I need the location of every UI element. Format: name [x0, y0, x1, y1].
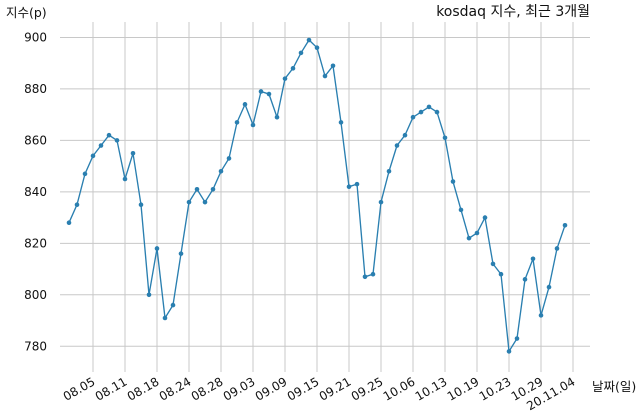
- data-point: [426, 104, 432, 110]
- y-tick-label: 800: [24, 288, 47, 302]
- data-point: [402, 132, 408, 138]
- data-point: [434, 109, 440, 115]
- data-point: [490, 261, 496, 267]
- y-tick-label: 820: [24, 236, 47, 250]
- chart-title: kosdaq 지수, 최근 3개월: [436, 4, 590, 20]
- data-point: [442, 135, 448, 141]
- x-tick-label: 09.21: [317, 374, 354, 403]
- data-point: [498, 271, 504, 277]
- data-point: [98, 143, 104, 148]
- data-point: [130, 150, 136, 156]
- data-point: [90, 153, 96, 159]
- data-point: [394, 143, 400, 148]
- data-point: [146, 292, 152, 298]
- data-point: [330, 63, 336, 69]
- data-point: [242, 102, 248, 107]
- data-point: [74, 202, 80, 208]
- data-point: [218, 168, 224, 174]
- x-tick-label: 08.24: [157, 374, 194, 403]
- x-tick-label: 08.18: [125, 374, 162, 403]
- data-point: [514, 336, 520, 341]
- series-group: [66, 37, 568, 354]
- x-tick-label: 08.05: [61, 374, 98, 403]
- data-point: [370, 271, 376, 277]
- x-tick-label: 09.09: [253, 374, 290, 403]
- y-axis-ticks: 780 800 820 840 860 880 900: [24, 30, 47, 353]
- data-point: [290, 66, 296, 71]
- data-point: [386, 168, 392, 174]
- data-point: [482, 215, 488, 220]
- data-point: [194, 186, 200, 192]
- data-point: [322, 73, 328, 79]
- data-point: [274, 114, 280, 120]
- data-point: [258, 89, 264, 94]
- data-point: [418, 109, 424, 115]
- data-point: [162, 315, 168, 321]
- data-point: [346, 184, 352, 190]
- y-tick-label: 840: [24, 185, 47, 199]
- data-point: [450, 179, 456, 184]
- data-point: [306, 37, 312, 43]
- x-tick-label: 08.11: [93, 374, 130, 403]
- y-tick-label: 900: [24, 30, 47, 44]
- x-tick-label: 09.03: [221, 374, 258, 403]
- data-point: [186, 199, 192, 205]
- data-point: [210, 186, 216, 192]
- data-point: [474, 230, 480, 236]
- x-tick-label: 09.25: [349, 374, 386, 403]
- data-point: [106, 132, 112, 138]
- data-point: [378, 199, 384, 205]
- y-tick-label: 780: [24, 339, 47, 353]
- data-point: [562, 223, 568, 228]
- x-axis-ticks: 08.0508.1108.1808.2408.2809.0309.0909.15…: [61, 374, 578, 413]
- data-point: [202, 199, 208, 205]
- x-tick-label: 09.15: [285, 374, 322, 403]
- y-tick-label: 860: [24, 133, 47, 147]
- y-tick-label: 880: [24, 82, 47, 96]
- data-point: [466, 235, 472, 241]
- data-point: [266, 91, 272, 97]
- data-point: [226, 156, 232, 161]
- data-point: [138, 202, 144, 208]
- data-point: [250, 122, 256, 128]
- data-point: [314, 45, 320, 51]
- data-point: [114, 138, 120, 143]
- data-point: [458, 207, 464, 213]
- data-point: [530, 256, 536, 262]
- data-point: [354, 181, 360, 187]
- data-point: [154, 246, 160, 251]
- data-point: [234, 120, 240, 125]
- data-point: [282, 76, 288, 81]
- x-tick-label: 10.23: [477, 374, 514, 403]
- data-point: [506, 349, 512, 354]
- data-point: [298, 50, 304, 56]
- data-point: [170, 302, 176, 308]
- data-point: [538, 313, 544, 318]
- y-axis-label: 지수(p): [6, 5, 47, 20]
- data-point: [122, 176, 128, 182]
- data-point: [178, 251, 184, 256]
- data-point: [362, 274, 368, 280]
- data-point: [546, 284, 552, 290]
- data-point: [338, 120, 344, 125]
- x-tick-label: 10.13: [413, 374, 450, 403]
- data-point: [410, 114, 416, 120]
- x-tick-label: 10.06: [381, 374, 418, 403]
- data-point: [554, 246, 560, 251]
- x-tick-label: 08.28: [189, 374, 226, 403]
- x-axis-label: 날짜(일): [592, 379, 636, 394]
- x-tick-label: 10.19: [445, 374, 482, 403]
- data-point: [522, 277, 528, 282]
- data-point: [66, 220, 72, 226]
- data-point: [82, 171, 88, 177]
